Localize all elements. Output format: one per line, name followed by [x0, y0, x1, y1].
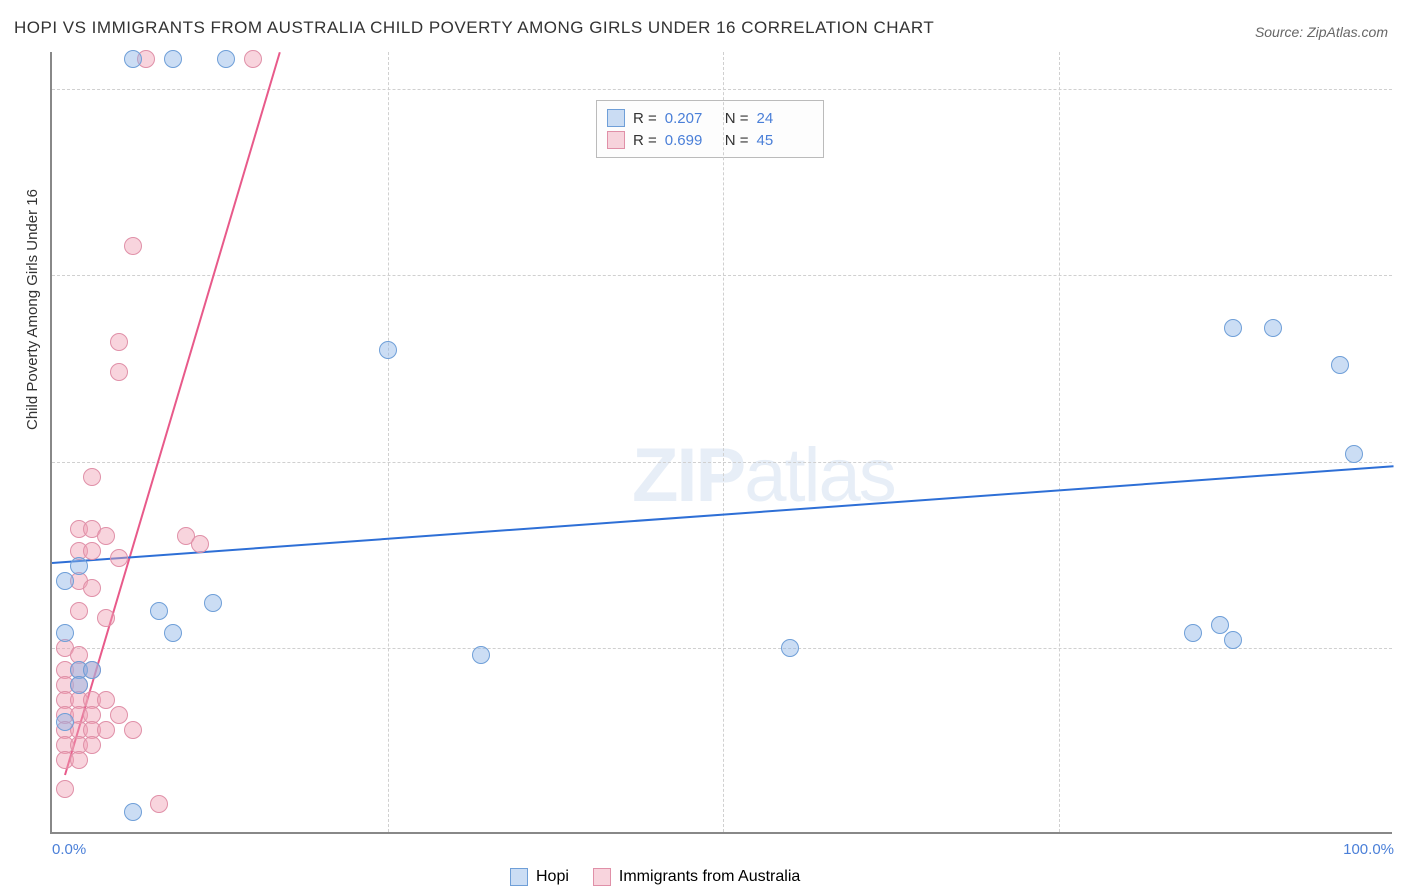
scatter-point-hopi: [56, 624, 74, 642]
y-axis-label: Child Poverty Among Girls Under 16: [24, 189, 41, 430]
legend-swatch-aus: [593, 868, 611, 886]
chart-container: HOPI VS IMMIGRANTS FROM AUSTRALIA CHILD …: [0, 0, 1406, 892]
scatter-point-aus: [97, 609, 115, 627]
scatter-point-aus: [110, 333, 128, 351]
scatter-point-hopi: [1331, 356, 1349, 374]
aus-r-value: 0.699: [665, 132, 717, 149]
n-label: N =: [725, 132, 749, 149]
scatter-point-aus: [83, 736, 101, 754]
scatter-point-aus: [83, 542, 101, 560]
scatter-point-aus: [150, 795, 168, 813]
aus-n-value: 45: [757, 132, 809, 149]
scatter-point-hopi: [124, 50, 142, 68]
scatter-point-aus: [97, 721, 115, 739]
scatter-point-hopi: [217, 50, 235, 68]
scatter-point-aus: [83, 579, 101, 597]
gridline-vertical: [388, 52, 389, 832]
scatter-point-hopi: [781, 639, 799, 657]
scatter-point-hopi: [1224, 631, 1242, 649]
scatter-point-aus: [83, 468, 101, 486]
legend-swatch-hopi: [510, 868, 528, 886]
scatter-point-hopi: [1264, 319, 1282, 337]
plot-area: ZIPatlas R = 0.207 N = 24 R = 0.699 N = …: [50, 52, 1392, 834]
legend-swatch-aus: [607, 131, 625, 149]
scatter-point-hopi: [70, 676, 88, 694]
gridline-horizontal: [52, 462, 1392, 463]
scatter-point-aus: [97, 691, 115, 709]
scatter-point-aus: [110, 363, 128, 381]
scatter-point-aus: [97, 527, 115, 545]
r-label: R =: [633, 132, 657, 149]
scatter-point-hopi: [1345, 445, 1363, 463]
source-attribution: Source: ZipAtlas.com: [1255, 24, 1388, 40]
scatter-point-hopi: [1184, 624, 1202, 642]
gridline-horizontal: [52, 89, 1392, 90]
scatter-point-aus: [191, 535, 209, 553]
legend-item-hopi: Hopi: [510, 868, 569, 886]
gridline-horizontal: [52, 648, 1392, 649]
n-label: N =: [725, 110, 749, 127]
scatter-point-hopi: [150, 602, 168, 620]
scatter-point-hopi: [164, 624, 182, 642]
x-tick-label: 0.0%: [52, 841, 86, 858]
scatter-point-hopi: [164, 50, 182, 68]
gridline-vertical: [723, 52, 724, 832]
hopi-r-value: 0.207: [665, 110, 717, 127]
gridline-horizontal: [52, 275, 1392, 276]
r-label: R =: [633, 110, 657, 127]
scatter-point-aus: [70, 602, 88, 620]
legend-row-hopi: R = 0.207 N = 24: [607, 107, 809, 129]
gridline-vertical: [1059, 52, 1060, 832]
scatter-point-aus: [244, 50, 262, 68]
scatter-point-aus: [110, 706, 128, 724]
x-tick-label: 100.0%: [1343, 841, 1394, 858]
legend-row-aus: R = 0.699 N = 45: [607, 129, 809, 151]
scatter-point-hopi: [56, 572, 74, 590]
series-legend: Hopi Immigrants from Australia: [510, 868, 800, 886]
scatter-point-hopi: [204, 594, 222, 612]
legend-label-aus: Immigrants from Australia: [619, 868, 800, 886]
scatter-point-hopi: [472, 646, 490, 664]
source-label: Source:: [1255, 24, 1307, 40]
scatter-point-hopi: [1224, 319, 1242, 337]
scatter-point-aus: [70, 751, 88, 769]
scatter-point-hopi: [83, 661, 101, 679]
hopi-n-value: 24: [757, 110, 809, 127]
chart-title: HOPI VS IMMIGRANTS FROM AUSTRALIA CHILD …: [14, 18, 934, 38]
scatter-point-hopi: [1211, 616, 1229, 634]
correlation-legend: R = 0.207 N = 24 R = 0.699 N = 45: [596, 100, 824, 158]
source-value: ZipAtlas.com: [1307, 24, 1388, 40]
scatter-point-aus: [124, 721, 142, 739]
scatter-point-hopi: [379, 341, 397, 359]
scatter-point-aus: [56, 780, 74, 798]
legend-item-aus: Immigrants from Australia: [593, 868, 800, 886]
scatter-point-hopi: [70, 557, 88, 575]
scatter-point-hopi: [124, 803, 142, 821]
legend-label-hopi: Hopi: [536, 868, 569, 886]
scatter-point-aus: [124, 237, 142, 255]
legend-swatch-hopi: [607, 109, 625, 127]
scatter-point-hopi: [56, 713, 74, 731]
scatter-point-aus: [110, 549, 128, 567]
